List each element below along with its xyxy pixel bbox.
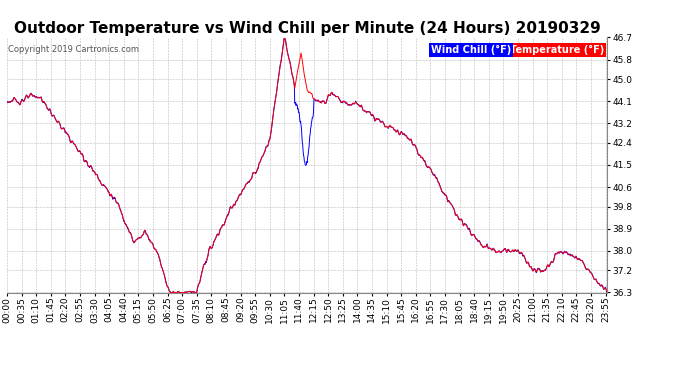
Text: Copyright 2019 Cartronics.com: Copyright 2019 Cartronics.com <box>8 45 139 54</box>
Text: Wind Chill (°F): Wind Chill (°F) <box>431 45 511 55</box>
Title: Outdoor Temperature vs Wind Chill per Minute (24 Hours) 20190329: Outdoor Temperature vs Wind Chill per Mi… <box>14 21 600 36</box>
Text: Temperature (°F): Temperature (°F) <box>510 45 604 55</box>
